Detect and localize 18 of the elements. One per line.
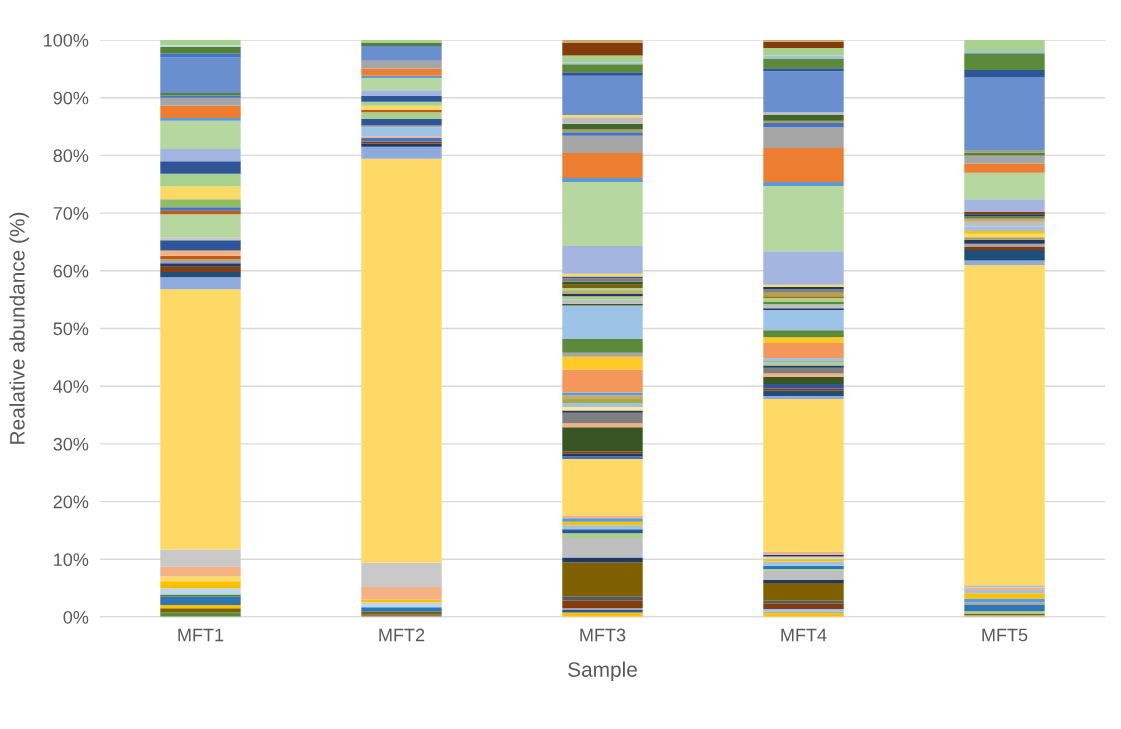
y-tick-label: 40% — [53, 380, 89, 393]
y-tick-label: 30% — [53, 437, 89, 451]
y-tick-label: 90% — [53, 91, 89, 105]
y-axis-title: Realative abundance (%) — [9, 212, 29, 444]
y-tick-label: 10% — [54, 553, 89, 567]
y-tick-label: 100% — [44, 33, 89, 47]
y-tick-label: 80% — [53, 149, 89, 163]
x-tick-label: MFT2 — [379, 628, 425, 642]
y-tick-label: 60% — [53, 264, 89, 278]
y-tick-label: 0% — [63, 610, 89, 624]
y-tick-label: 50% — [53, 322, 89, 336]
x-tick-label: MFT4 — [781, 628, 827, 642]
x-tick-label: MFT1 — [178, 628, 224, 642]
x-tick-label: MFT3 — [580, 628, 626, 642]
x-axis-title: Sample — [568, 661, 637, 682]
y-tick-label: 20% — [53, 495, 89, 509]
x-tick-label: MFT5 — [982, 628, 1028, 642]
y-tick-label: 70% — [53, 207, 89, 220]
